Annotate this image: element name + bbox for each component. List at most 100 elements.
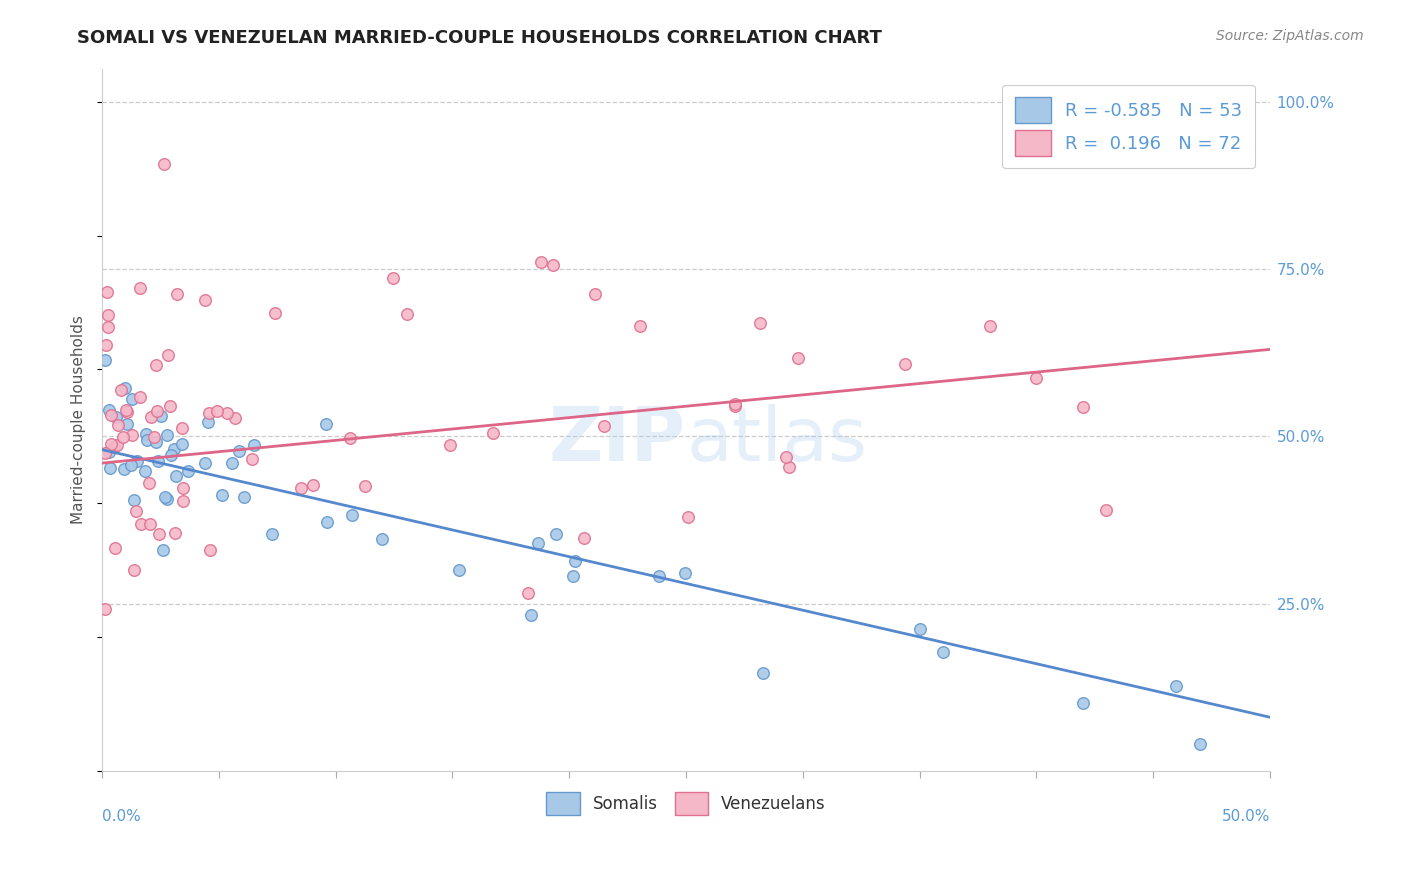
Point <box>121 392 143 406</box>
Point <box>138 475 160 490</box>
Point <box>97 319 120 334</box>
Point <box>583 287 606 301</box>
Point <box>262 526 284 541</box>
Point <box>302 478 325 492</box>
Point <box>232 490 254 504</box>
Point <box>1025 370 1047 384</box>
Point <box>145 358 167 372</box>
Point <box>1095 502 1118 516</box>
Point <box>153 157 176 171</box>
Point <box>724 399 747 413</box>
Point <box>104 410 127 425</box>
Point <box>211 488 233 502</box>
Point <box>125 504 148 518</box>
Point <box>544 527 567 541</box>
Text: atlas: atlas <box>686 404 868 477</box>
Point <box>121 428 143 442</box>
Point <box>648 569 671 583</box>
Point <box>120 458 142 473</box>
Text: ZIP: ZIP <box>548 404 686 477</box>
Point <box>242 452 264 467</box>
Point <box>98 403 121 417</box>
Point <box>339 430 361 444</box>
Point <box>110 383 132 397</box>
Point <box>145 435 167 450</box>
Point <box>749 316 772 330</box>
Point <box>194 293 217 308</box>
Point <box>200 543 222 558</box>
Point <box>932 645 955 659</box>
Point <box>593 419 616 434</box>
Point <box>148 454 170 468</box>
Text: SOMALI VS VENEZUELAN MARRIED-COUPLE HOUSEHOLDS CORRELATION CHART: SOMALI VS VENEZUELAN MARRIED-COUPLE HOUS… <box>77 29 882 46</box>
Point <box>97 308 120 322</box>
Point <box>1166 679 1188 693</box>
Point <box>1071 696 1094 710</box>
Text: 50.0%: 50.0% <box>1222 809 1270 824</box>
Point <box>170 421 193 435</box>
Point <box>115 417 138 431</box>
Point <box>141 409 163 424</box>
Point <box>676 509 699 524</box>
Point <box>114 402 136 417</box>
Point <box>775 450 797 464</box>
Point <box>207 403 229 417</box>
Point <box>396 307 419 321</box>
Point <box>673 566 696 580</box>
Point <box>908 622 931 636</box>
Point <box>163 442 186 456</box>
Point <box>194 457 217 471</box>
Point <box>127 454 149 468</box>
Point <box>143 430 166 444</box>
Point <box>156 348 179 362</box>
Point <box>134 463 156 477</box>
Point <box>163 525 186 540</box>
Point <box>315 515 337 529</box>
Point <box>94 601 117 615</box>
Point <box>156 428 179 442</box>
Point <box>100 408 122 422</box>
Point <box>96 285 118 300</box>
Point <box>198 406 221 420</box>
Point <box>177 465 200 479</box>
Point <box>148 526 170 541</box>
Point <box>979 318 1001 333</box>
Point <box>170 437 193 451</box>
Point <box>135 426 157 441</box>
Point <box>447 563 470 577</box>
Point <box>752 665 775 680</box>
Point <box>100 437 122 451</box>
Point <box>115 405 138 419</box>
Point <box>159 399 181 413</box>
Point <box>160 448 183 462</box>
Point <box>104 541 127 555</box>
Point <box>290 481 312 495</box>
Point <box>561 569 583 583</box>
Point <box>572 532 595 546</box>
Point <box>224 411 246 425</box>
Point <box>124 563 146 577</box>
Point <box>129 516 152 531</box>
Point <box>628 319 651 334</box>
Point <box>107 418 129 433</box>
Point <box>517 585 540 599</box>
Point <box>724 397 747 411</box>
Point <box>342 508 364 523</box>
Point <box>172 494 194 508</box>
Point <box>264 306 287 320</box>
Point <box>136 434 159 448</box>
Point <box>166 286 188 301</box>
Point <box>114 381 136 395</box>
Point <box>893 357 915 371</box>
Point <box>172 481 194 495</box>
Point <box>1188 737 1211 751</box>
Point <box>439 438 461 452</box>
Legend: Somalis, Venezuelans: Somalis, Venezuelans <box>540 785 832 822</box>
Point <box>778 459 800 474</box>
Point <box>111 430 134 444</box>
Point <box>112 462 135 476</box>
Point <box>94 446 117 460</box>
Point <box>152 542 174 557</box>
Point <box>155 490 177 504</box>
Point <box>129 390 152 404</box>
